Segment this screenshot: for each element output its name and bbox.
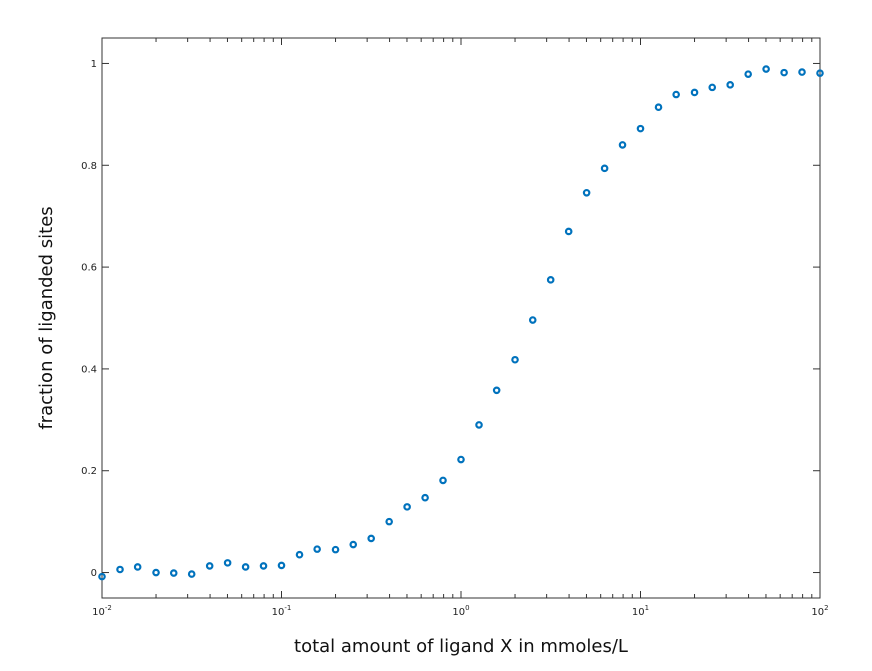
data-point	[475, 421, 483, 429]
data-point	[367, 534, 375, 543]
data-point	[780, 68, 788, 77]
data-point	[223, 559, 232, 567]
data-point	[349, 540, 358, 549]
data-point	[277, 561, 286, 570]
data-point	[241, 563, 250, 571]
x-tick-label-base: 10	[92, 607, 105, 618]
data-point	[169, 569, 178, 577]
data-point	[582, 188, 591, 197]
data-point	[403, 503, 411, 511]
y-axis-title: fraction of liganded sites	[36, 206, 57, 429]
data-point	[708, 83, 717, 92]
data-point	[511, 355, 519, 364]
x-tick-label-base: 10	[632, 607, 645, 618]
x-tick-label: 10-2	[92, 604, 112, 618]
data-point	[313, 545, 321, 553]
data-point	[654, 103, 663, 112]
data-point	[672, 90, 680, 99]
data-point	[744, 70, 752, 78]
data-point	[636, 124, 645, 133]
data-point	[259, 562, 268, 570]
y-tick-label: 0.4	[81, 364, 97, 375]
x-axis-title: total amount of ligand X in mmoles/L	[294, 636, 628, 657]
x-tick-label: 101	[632, 604, 649, 618]
data-point	[133, 563, 142, 571]
data-point	[439, 476, 447, 485]
data-point	[546, 276, 555, 284]
data-point	[421, 493, 429, 502]
data-point	[528, 316, 537, 324]
data-point	[98, 572, 106, 581]
data-point	[618, 141, 627, 149]
x-tick-label-exponent: 0	[465, 604, 469, 612]
y-tick-label: 0.8	[81, 161, 97, 172]
x-tick-label-base: 10	[452, 607, 465, 618]
x-axis-ticks: 10-2 10-1 100 101 102	[92, 38, 829, 618]
data-point	[205, 562, 214, 570]
y-tick-label: 0.6	[81, 263, 97, 274]
x-tick-label: 100	[452, 604, 469, 618]
x-tick-label-base: 10	[272, 607, 285, 618]
x-tick-label: 102	[811, 604, 828, 618]
x-tick-label-base: 10	[811, 607, 824, 618]
data-points	[98, 65, 824, 581]
data-point	[816, 69, 824, 77]
x-tick-label-exponent: 2	[824, 604, 828, 612]
data-point	[762, 65, 770, 73]
x-tick-label: 10-1	[272, 604, 292, 618]
y-tick-label: 0	[91, 568, 97, 579]
plot-area	[101, 37, 821, 599]
data-point	[116, 565, 124, 574]
x-tick-label-exponent: -1	[284, 604, 291, 612]
data-point	[457, 455, 465, 464]
data-point	[187, 570, 196, 578]
data-point	[600, 164, 609, 173]
data-point	[331, 545, 340, 554]
x-tick-label-exponent: -2	[105, 604, 112, 612]
y-tick-label: 0.2	[81, 466, 97, 477]
data-point	[798, 68, 806, 76]
data-point	[295, 550, 304, 559]
x-tick-label-exponent: 1	[645, 604, 649, 612]
data-point	[152, 568, 160, 577]
data-point	[564, 227, 573, 236]
data-point	[726, 81, 734, 89]
data-point	[492, 386, 501, 395]
y-axis-ticks: 0 0.2 0.4 0.6 0.8 1	[81, 59, 820, 579]
data-point	[690, 88, 699, 97]
y-tick-label: 1	[91, 59, 97, 70]
data-point	[385, 517, 393, 526]
